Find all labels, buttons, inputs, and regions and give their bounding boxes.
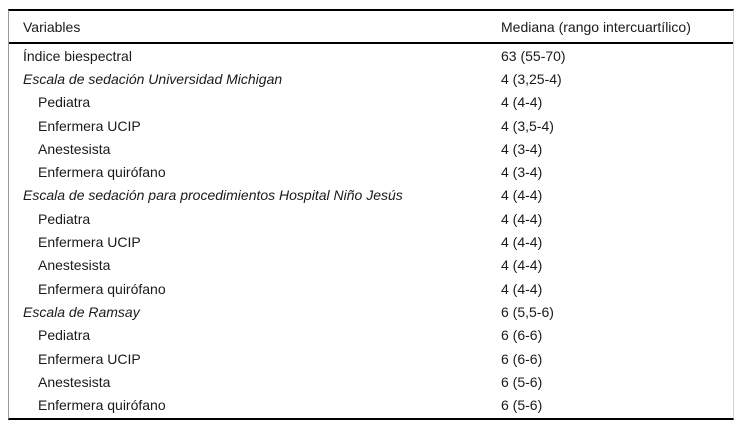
table-row: Enfermera UCIP 4 (3,5-4): [9, 114, 733, 137]
table-row: Escala de sedación Universidad Michigan …: [9, 67, 733, 90]
row-label: Enfermera UCIP: [38, 234, 141, 251]
row-value: 4 (4-4): [501, 187, 543, 204]
table-header-row: Variables Mediana (rango intercuartílico…: [9, 11, 733, 44]
row-value: 6 (5-6): [501, 373, 543, 390]
row-label: Enfermera UCIP: [38, 117, 141, 134]
row-value: 6 (5-6): [501, 397, 543, 414]
row-value: 4 (4-4): [501, 280, 543, 297]
row-label: Anestesista: [38, 257, 111, 274]
column-header-mediana: Mediana (rango intercuartílico): [501, 18, 691, 35]
row-value: 6 (5,5-6): [501, 303, 554, 320]
table-row: Anestesista 6 (5-6): [9, 370, 733, 393]
table-row: Enfermera quirófano 4 (3-4): [9, 160, 733, 183]
table-row: Enfermera quirófano 6 (5-6): [9, 393, 733, 416]
table-row: Anestesista 4 (3-4): [9, 137, 733, 160]
row-label: Pediatra: [38, 327, 91, 344]
row-value: 4 (3,5-4): [501, 117, 554, 134]
row-label: Anestesista: [38, 140, 111, 157]
row-label: Escala de sedación Universidad Michigan: [23, 70, 283, 87]
row-label: Escala de sedación para procedimientos H…: [23, 187, 403, 204]
table-row: Enfermera UCIP 6 (6-6): [9, 347, 733, 370]
table-row: Índice biespectral 63 (55-70): [9, 44, 733, 67]
row-label: Enfermera quirófano: [38, 280, 166, 297]
table-row: Escala de Ramsay 6 (5,5-6): [9, 300, 733, 323]
row-label: Anestesista: [38, 373, 111, 390]
row-value: 6 (6-6): [501, 350, 543, 367]
row-label: Enfermera quirófano: [38, 397, 166, 414]
row-value: 4 (4-4): [501, 210, 543, 227]
row-label: Escala de Ramsay: [23, 303, 140, 320]
row-value: 6 (6-6): [501, 327, 543, 344]
row-label: Enfermera quirófano: [38, 164, 166, 181]
row-label: Enfermera UCIP: [38, 350, 141, 367]
row-value: 4 (3-4): [501, 164, 543, 181]
row-label: Índice biespectral: [23, 47, 132, 64]
table-row: Escala de sedación para procedimientos H…: [9, 184, 733, 207]
column-header-variables: Variables: [23, 18, 81, 35]
row-value: 4 (3,25-4): [501, 70, 562, 87]
table-row: Pediatra 6 (6-6): [9, 324, 733, 347]
row-value: 4 (4-4): [501, 234, 543, 251]
table-row: Enfermera UCIP 4 (4-4): [9, 230, 733, 253]
row-label: Pediatra: [38, 94, 91, 111]
row-value: 63 (55-70): [501, 47, 566, 64]
row-label: Pediatra: [38, 210, 91, 227]
table-body: Índice biespectral 63 (55-70) Escala de …: [9, 44, 733, 417]
row-value: 4 (4-4): [501, 257, 543, 274]
table-row: Pediatra 4 (4-4): [9, 91, 733, 114]
table-row: Anestesista 4 (4-4): [9, 254, 733, 277]
table-row: Enfermera quirófano 4 (4-4): [9, 277, 733, 300]
table-row: Pediatra 4 (4-4): [9, 207, 733, 230]
row-value: 4 (3-4): [501, 140, 543, 157]
results-table: Variables Mediana (rango intercuartílico…: [8, 9, 734, 420]
row-value: 4 (4-4): [501, 94, 543, 111]
